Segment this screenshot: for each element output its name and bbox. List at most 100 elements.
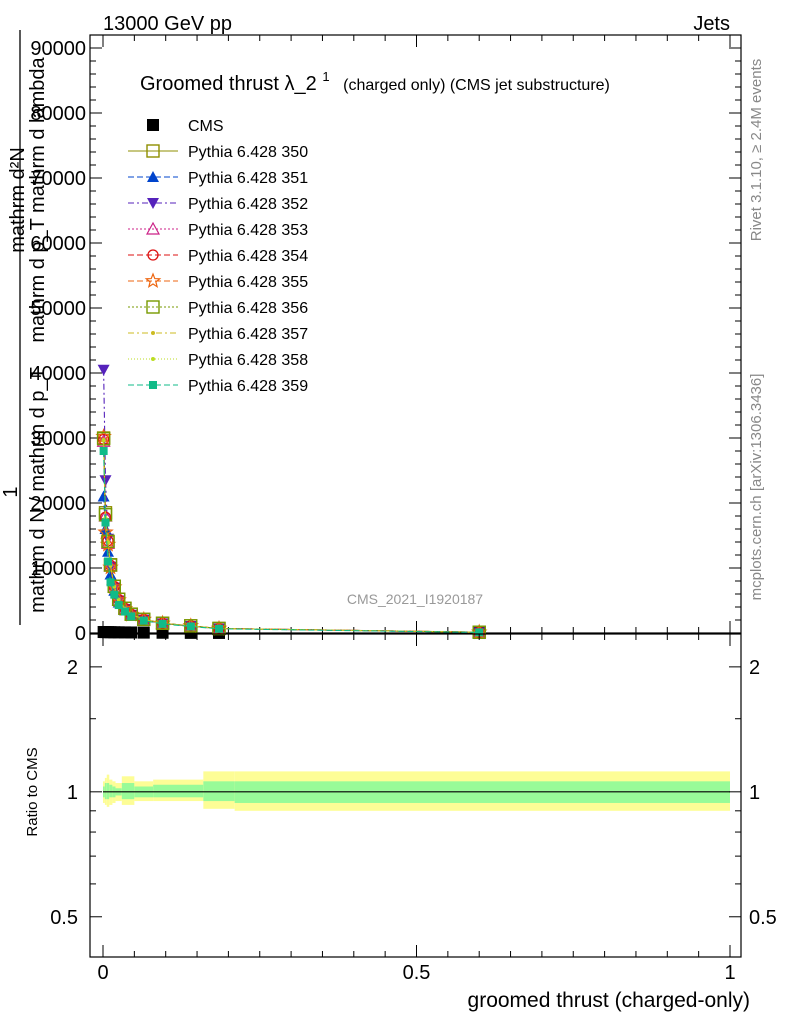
y-tick-label: 10000 (30, 558, 86, 580)
legend-entry: Pythia 6.428 357 (128, 326, 308, 343)
legend-label: CMS (188, 118, 224, 135)
analysis-watermark: CMS_2021_I1920187 (347, 591, 483, 607)
legend-marker (151, 357, 155, 361)
ratio-y-tick-label: 2 (67, 657, 78, 679)
legend-entry: Pythia 6.428 359 (128, 378, 308, 395)
main-y-label: mathrm d²N mathrm d p_T mathrm d lambda … (0, 30, 49, 625)
legend-label: Pythia 6.428 353 (188, 222, 308, 239)
ratio-y-tick-label: 1 (67, 782, 78, 804)
series-2 (97, 490, 486, 638)
data-point (127, 612, 136, 621)
mcplots-label: mcplots.cern.ch [arXiv:1306.3436] (748, 374, 765, 601)
legend-marker (147, 198, 159, 209)
uncertainty-band-inner (104, 783, 107, 800)
legend-entry: Pythia 6.428 354 (128, 248, 308, 265)
y-tick-label: 60000 (30, 233, 86, 255)
title-sup: 1 (322, 69, 329, 84)
title-main: Groomed thrust (140, 73, 279, 95)
data-point (101, 437, 106, 442)
x-axis-label: groomed thrust (charged-only) (468, 989, 750, 1012)
data-point (120, 607, 129, 616)
legend-marker (149, 381, 157, 389)
legend-marker (147, 249, 159, 261)
legend-entry: Pythia 6.428 355 (128, 272, 308, 291)
y-tick-label: 50000 (30, 298, 86, 320)
legend-label: Pythia 6.428 350 (188, 144, 308, 161)
ylabel-one: 1 (0, 486, 22, 497)
legend-marker (146, 144, 160, 158)
plot-title: Groomed thrust λ_2 1 (charged only) (CMS… (140, 69, 610, 95)
data-point (186, 622, 195, 631)
data-point (97, 364, 110, 376)
y-tick-label: 40000 (30, 363, 86, 385)
uncertainty-band-inner (109, 784, 113, 798)
ylabel-mid: mathrm d p_T mathrm d lambda (27, 56, 49, 342)
uncertainty-band-inner (203, 781, 235, 802)
header-left: 13000 GeV pp (103, 13, 232, 35)
y-tick-label: 0 (75, 623, 86, 645)
legend-label: Pythia 6.428 351 (188, 170, 308, 187)
ratio-plot-frame (89, 633, 742, 958)
legend-entry: Pythia 6.428 353 (128, 221, 308, 239)
series-10 (99, 447, 484, 637)
legend-label: Pythia 6.428 355 (188, 274, 308, 291)
legend-label: Pythia 6.428 358 (188, 352, 308, 369)
uncertainty-band-inner (153, 784, 204, 798)
uncertainty-band-inner (106, 783, 110, 800)
legend-entry: Pythia 6.428 350 (128, 144, 308, 161)
legend-entry: CMS (147, 118, 224, 135)
main-y-axis: 0 10000 20000 30000 40000 50000 60000 70000 8000… (30, 34, 741, 645)
data-point (99, 475, 112, 487)
title-rest: (charged only) (CMS jet substructure) (343, 77, 610, 94)
header-right: Jets (693, 13, 730, 35)
data-point (214, 624, 223, 633)
ratio-y-tick-label-right: 2 (749, 657, 760, 679)
data-point (104, 568, 117, 580)
ratio-x-axis: 0 0.5 1 (97, 634, 736, 984)
data-point (101, 534, 115, 549)
y-tick-label: 90000 (30, 38, 86, 60)
series-7 (96, 431, 486, 639)
data-point (116, 597, 121, 602)
x-tick-label: 1 (724, 962, 735, 984)
data-point (158, 619, 167, 628)
legend: CMS Pythia 6.428 350 Pythia 6.428 351 Pythi… (128, 118, 308, 395)
x-tick-label: 0.5 (403, 962, 431, 984)
data-point (101, 518, 110, 527)
title-symbol: λ_2 (285, 73, 317, 95)
series-1 (96, 431, 486, 639)
ratio-y-label: Ratio to CMS (24, 747, 41, 836)
legend-entry: Pythia 6.428 351 (128, 170, 308, 187)
legend-entry: Pythia 6.428 356 (128, 300, 308, 317)
legend-label: Pythia 6.428 357 (188, 326, 308, 343)
ylabel-bottom: mathrm d N / mathrm d p_T (27, 367, 49, 613)
legend-marker (147, 119, 159, 131)
y-tick-label: 30000 (30, 428, 86, 450)
x-tick-label: 0 (97, 962, 108, 984)
data-point (125, 626, 138, 639)
data-point (104, 557, 113, 566)
rivet-label: Rivet 3.1.10, ≥ 2.4M events (748, 59, 765, 242)
legend-marker (146, 300, 160, 314)
legend-entry: Pythia 6.428 352 (128, 196, 308, 213)
data-point (102, 545, 115, 557)
series-layer (95, 364, 488, 640)
data-point (99, 447, 108, 455)
data-point (106, 578, 115, 587)
data-point (137, 626, 150, 639)
y-tick-label: 20000 (30, 493, 86, 515)
data-point (114, 601, 123, 610)
legend-marker (151, 331, 155, 335)
data-point (110, 590, 119, 599)
legend-label: Pythia 6.428 354 (188, 248, 308, 265)
legend-label: Pythia 6.428 352 (188, 196, 308, 213)
legend-marker (145, 221, 161, 235)
series-line (103, 496, 480, 633)
legend-marker (144, 272, 162, 289)
data-point (97, 490, 110, 502)
data-point (137, 612, 151, 627)
y-tick-label: 80000 (30, 103, 86, 125)
ratio-y-axis: 0.5 0.5 1 1 2 2 (50, 657, 777, 929)
data-point (139, 616, 148, 625)
